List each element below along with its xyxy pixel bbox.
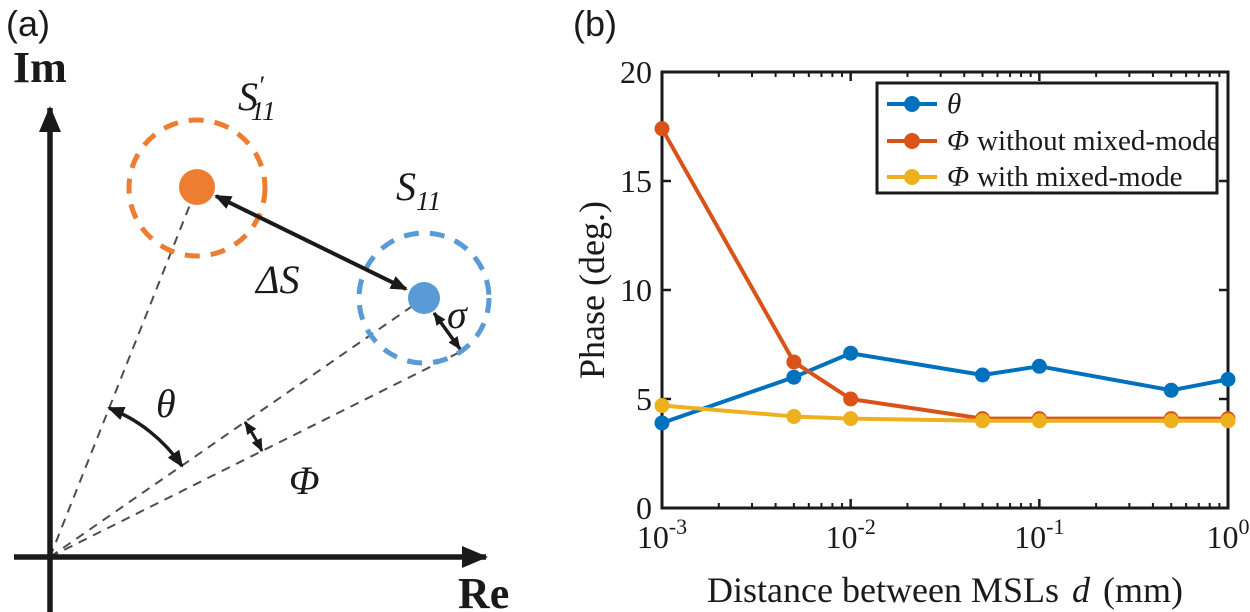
x-tick-label: 10-2	[826, 514, 876, 555]
legend-marker-sample	[904, 169, 920, 185]
sigma-arrow	[432, 311, 462, 351]
x-tick-label: 100	[1207, 514, 1250, 555]
panel-b-label: (b)	[573, 3, 617, 44]
data-point-marker	[843, 411, 859, 427]
data-point-marker	[1220, 371, 1236, 387]
shifted-uncertainty-circle	[126, 117, 268, 259]
data-point-marker	[1220, 413, 1236, 429]
real-axis-label: Re	[458, 569, 509, 612]
legend-box	[875, 81, 1219, 195]
data-point-marker	[843, 345, 859, 361]
delta-s-arrow	[214, 194, 408, 291]
original-uncertainty-circle	[356, 230, 492, 366]
x-tick-label: 10-3	[637, 514, 687, 555]
data-point-marker	[786, 369, 802, 385]
data-point-marker	[975, 367, 991, 383]
phi-label: Φ	[289, 458, 319, 503]
data-point-marker	[654, 121, 670, 137]
panel-a-complex-plane-diagram: (a) Im Re S′ 11 S11 ΔS σ θ Φ	[6, 3, 509, 612]
legend-marker-sample	[904, 96, 920, 112]
panel-a-label: (a)	[6, 3, 50, 44]
radius-line-to-sigma-edge	[49, 350, 463, 558]
y-tick-label: 5	[636, 381, 652, 417]
shifted-s11-label: S′ 11	[238, 71, 276, 126]
delta-s-label: ΔS	[254, 257, 299, 302]
theta-label: θ	[156, 381, 176, 426]
imaginary-axis-label: Im	[13, 43, 67, 92]
original-s11-label: S11	[396, 164, 441, 216]
legend-label: θ	[947, 88, 961, 120]
data-point-marker	[843, 391, 859, 407]
data-point-marker	[1163, 382, 1179, 398]
phi-angle-arrow	[243, 421, 264, 452]
radius-line-to-shifted-point	[49, 186, 198, 558]
sigma-label: σ	[447, 292, 468, 337]
data-point-marker	[654, 398, 670, 414]
data-point-marker	[1031, 358, 1047, 374]
shifted-point-marker	[179, 169, 215, 205]
legend-item-theta: θ	[887, 88, 961, 120]
x-axis-title: Distance between MSLs d (mm)	[707, 570, 1183, 610]
radius-line-to-original-point	[49, 297, 425, 558]
theta-angle-arrow	[107, 406, 184, 468]
y-tick-label: 15	[620, 163, 652, 199]
data-point-marker	[1031, 413, 1047, 429]
y-tick-label: 10	[620, 272, 652, 308]
legend-marker-sample	[904, 133, 920, 149]
data-point-marker	[654, 415, 670, 431]
x-tick-label: 10-1	[1014, 514, 1064, 555]
chart-plot-area: 10-3 10-2 10-1 100 0 5 10 15 20	[620, 54, 1250, 555]
data-point-marker	[786, 408, 802, 424]
data-point-marker	[786, 354, 802, 370]
y-axis-title: Phase (deg.)	[572, 201, 612, 379]
data-point-marker	[975, 413, 991, 429]
panel-b-phase-chart: (b) 10-3 10-2 10-1 100 0 5 10 15 20 Phase (deg.)…	[572, 3, 1250, 610]
data-point-marker	[1163, 413, 1179, 429]
original-point-marker	[408, 282, 440, 314]
y-tick-label: 20	[620, 54, 652, 90]
y-tick-label: 0	[636, 490, 652, 526]
